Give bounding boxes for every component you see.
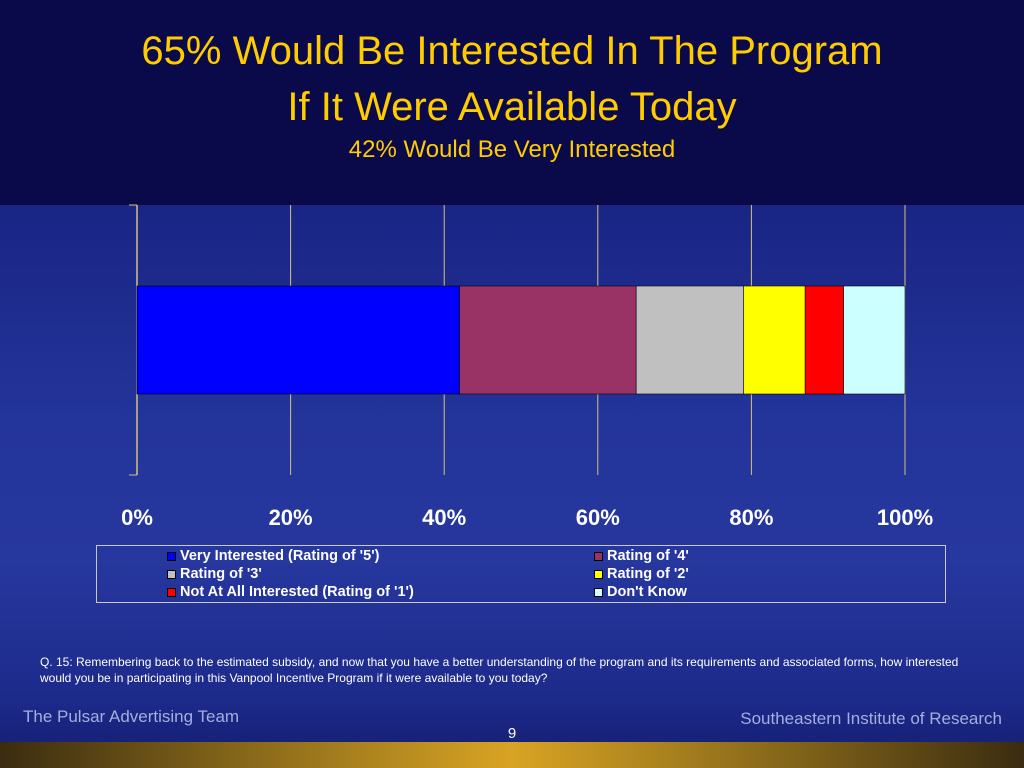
bar-segment-6 (843, 285, 906, 395)
bar-segment-5 (804, 285, 844, 395)
page-number: 9 (507, 725, 517, 742)
legend-swatch (594, 570, 603, 579)
slide-title-line1: 65% Would Be Interested In The Program (141, 29, 883, 73)
legend-swatch (167, 570, 176, 579)
bar-segments (136, 285, 906, 395)
legend-item: Rating of '4' (594, 548, 689, 565)
legend-item: Very Interested (Rating of '5') (167, 548, 379, 565)
x-tick-label: 0% (121, 505, 153, 530)
x-tick-label: 60% (576, 505, 620, 530)
legend-swatch (167, 588, 176, 597)
legend-label: Rating of '4' (607, 548, 689, 564)
footer-company-left: The Pulsar Advertising Team (23, 707, 240, 726)
legend-label: Not At All Interested (Rating of '1') (180, 584, 414, 600)
legend-swatch (594, 552, 603, 561)
x-axis-ticks: 0% 20% 40% 60% 80% 100% (121, 505, 933, 530)
footer-company-right: Southeastern Institute of Research (740, 709, 1002, 728)
bottom-gold-bar (0, 742, 1024, 768)
bar-segment-4 (743, 285, 806, 395)
legend-swatch (594, 588, 603, 597)
survey-question-note: Q. 15: Remembering back to the estimated… (40, 655, 959, 685)
chart-legend: Very Interested (Rating of '5') Rating of… (96, 545, 946, 603)
x-tick-label: 40% (422, 505, 466, 530)
legend-label: Rating of '3' (180, 566, 262, 582)
slide-title-line2: If It Were Available Today (287, 85, 737, 129)
bar-segment-1 (136, 285, 460, 395)
x-tick-label: 20% (269, 505, 313, 530)
legend-swatch (167, 552, 176, 561)
legend-label: Don't Know (607, 584, 687, 600)
x-tick-label: 100% (877, 505, 933, 530)
legend-item: Rating of '2' (594, 566, 689, 583)
legend-label: Rating of '2' (607, 566, 689, 582)
legend-item: Rating of '3' (167, 566, 262, 583)
legend-label: Very Interested (Rating of '5') (180, 548, 380, 564)
legend-item: Don't Know (594, 584, 687, 601)
bar-segment-3 (635, 285, 745, 395)
bar-segment-2 (459, 285, 637, 395)
stacked-bar-chart: 0% 20% 40% 60% 80% 100% (121, 204, 933, 530)
slide-subtitle: 42% Would Be Very Interested (348, 136, 676, 163)
x-tick-label: 80% (729, 505, 773, 530)
legend-item: Not At All Interested (Rating of '1') (167, 584, 414, 601)
